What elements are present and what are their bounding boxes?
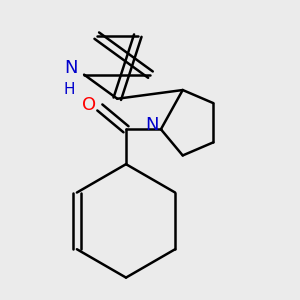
- Text: N: N: [146, 116, 159, 134]
- Text: N: N: [64, 59, 78, 77]
- Text: O: O: [82, 96, 96, 114]
- Text: H: H: [63, 82, 75, 98]
